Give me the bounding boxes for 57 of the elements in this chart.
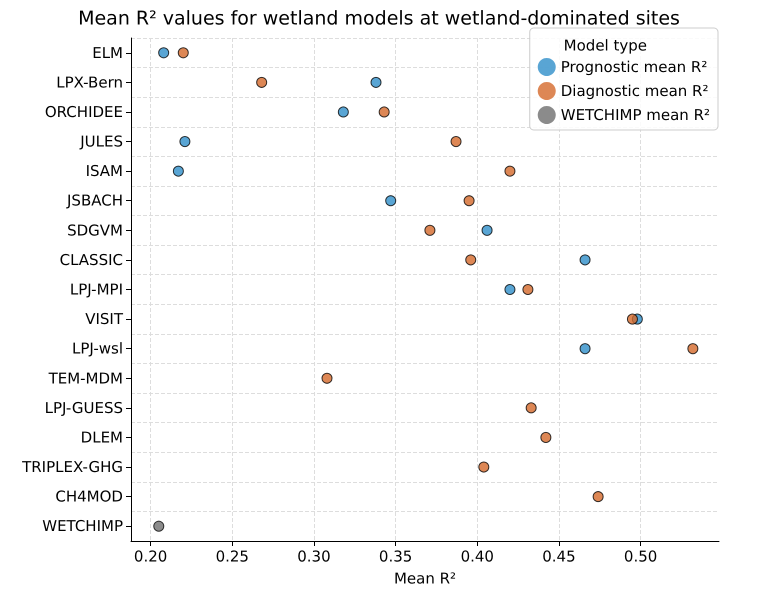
- point: [450, 136, 462, 148]
- point: [504, 284, 516, 295]
- point: [378, 106, 390, 118]
- point: [478, 462, 490, 473]
- point: [153, 520, 164, 532]
- y-tick-label: SDGVM: [67, 221, 123, 240]
- x-tick-label: 0.50: [624, 548, 658, 566]
- point: [504, 166, 516, 177]
- x-tick-label: 0.20: [134, 548, 168, 566]
- point: [687, 343, 698, 354]
- point: [465, 254, 476, 266]
- y-tick-label: LPX-Bern: [56, 73, 123, 92]
- y-tick-label: LPJ-GUESS: [44, 398, 123, 417]
- y-tick-label: LPJ-wsl: [72, 340, 123, 358]
- x-tick-label: 0.25: [216, 548, 249, 566]
- point: [580, 343, 591, 354]
- y-tick-label: JSBACH: [66, 192, 123, 210]
- point: [178, 47, 189, 58]
- chart-title: Mean R² values for wetland models at wetland-dominated sites: [78, 8, 680, 30]
- legend-label: Diagnostic mean R²: [560, 82, 708, 100]
- y-tick-label: CH4MOD: [55, 488, 123, 506]
- point: [580, 254, 591, 266]
- y-tick-label: DLEM: [80, 428, 123, 446]
- point: [626, 314, 638, 325]
- point: [424, 224, 436, 236]
- point: [385, 195, 396, 206]
- point: [322, 372, 332, 384]
- x-tick-label: 0.35: [378, 548, 412, 566]
- y-tick-label: JULES: [79, 132, 123, 151]
- point: [256, 76, 268, 88]
- point: [540, 432, 552, 443]
- point: [592, 491, 604, 502]
- x-tick-label: 0.45: [542, 548, 576, 566]
- x-axis-title: Mean R²: [394, 570, 456, 588]
- y-tick-label: LPJ-MPI: [70, 280, 123, 298]
- y-tick-label: TRIPLEX-GHG: [21, 458, 123, 476]
- legend-title: Model type: [564, 36, 648, 54]
- x-tick-label: 0.30: [297, 548, 331, 566]
- point: [172, 166, 184, 177]
- y-tick-label: CLASSIC: [60, 250, 123, 269]
- legend-label: WETCHIMP mean R²: [560, 106, 710, 124]
- point: [526, 402, 537, 414]
- x-tick-label: 0.40: [460, 548, 494, 566]
- point: [522, 284, 534, 295]
- y-tick-label: WETCHIMP: [42, 517, 123, 536]
- point: [158, 47, 170, 58]
- y-tick-label: VISIT: [85, 310, 124, 328]
- point: [482, 224, 493, 236]
- point: [338, 106, 349, 118]
- point: [464, 195, 475, 206]
- point: [370, 76, 382, 88]
- legend-label: Prognostic mean R²: [560, 58, 708, 76]
- y-tick-label: ISAM: [86, 162, 123, 180]
- point: [179, 136, 190, 148]
- y-tick-label: ORCHIDEE: [44, 102, 123, 121]
- y-tick-label: ELM: [92, 44, 123, 62]
- y-tick-label: TEM-MDM: [48, 369, 123, 388]
